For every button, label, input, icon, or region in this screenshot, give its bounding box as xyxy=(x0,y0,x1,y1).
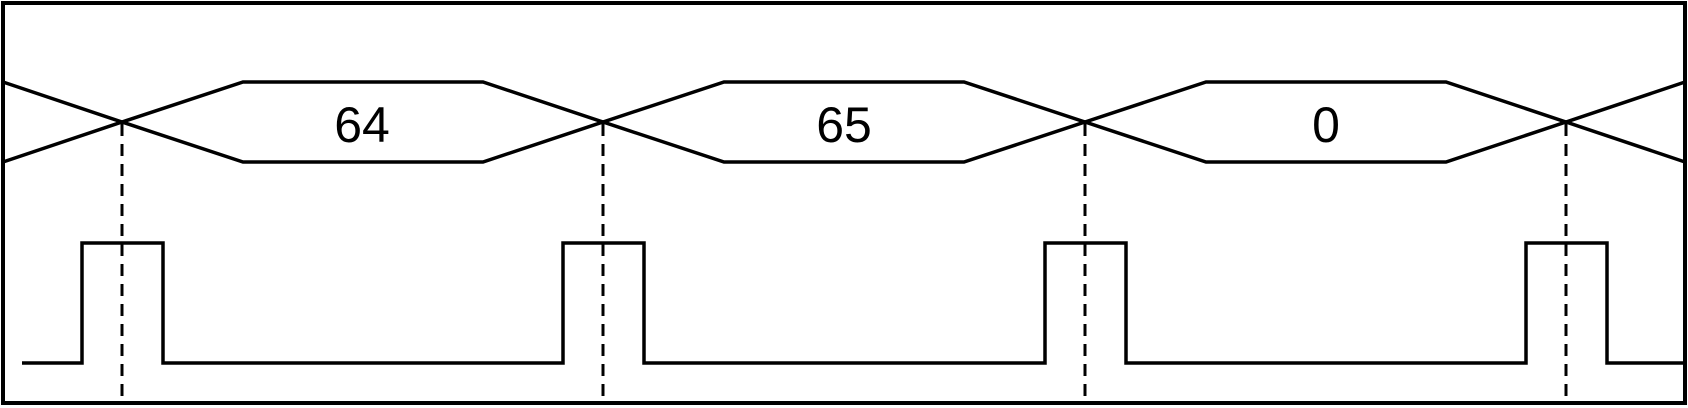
bus-value-label-3: 0 xyxy=(1312,97,1340,153)
bus-value-label-2: 65 xyxy=(816,97,872,153)
transition-markers xyxy=(120,124,1568,403)
bus-waveform xyxy=(2,80,1686,164)
bus-upper-line xyxy=(2,80,1686,124)
clock-waveform xyxy=(22,241,1685,365)
bus-lower-line xyxy=(2,120,1686,164)
bus-value-label-1: 64 xyxy=(334,97,390,153)
